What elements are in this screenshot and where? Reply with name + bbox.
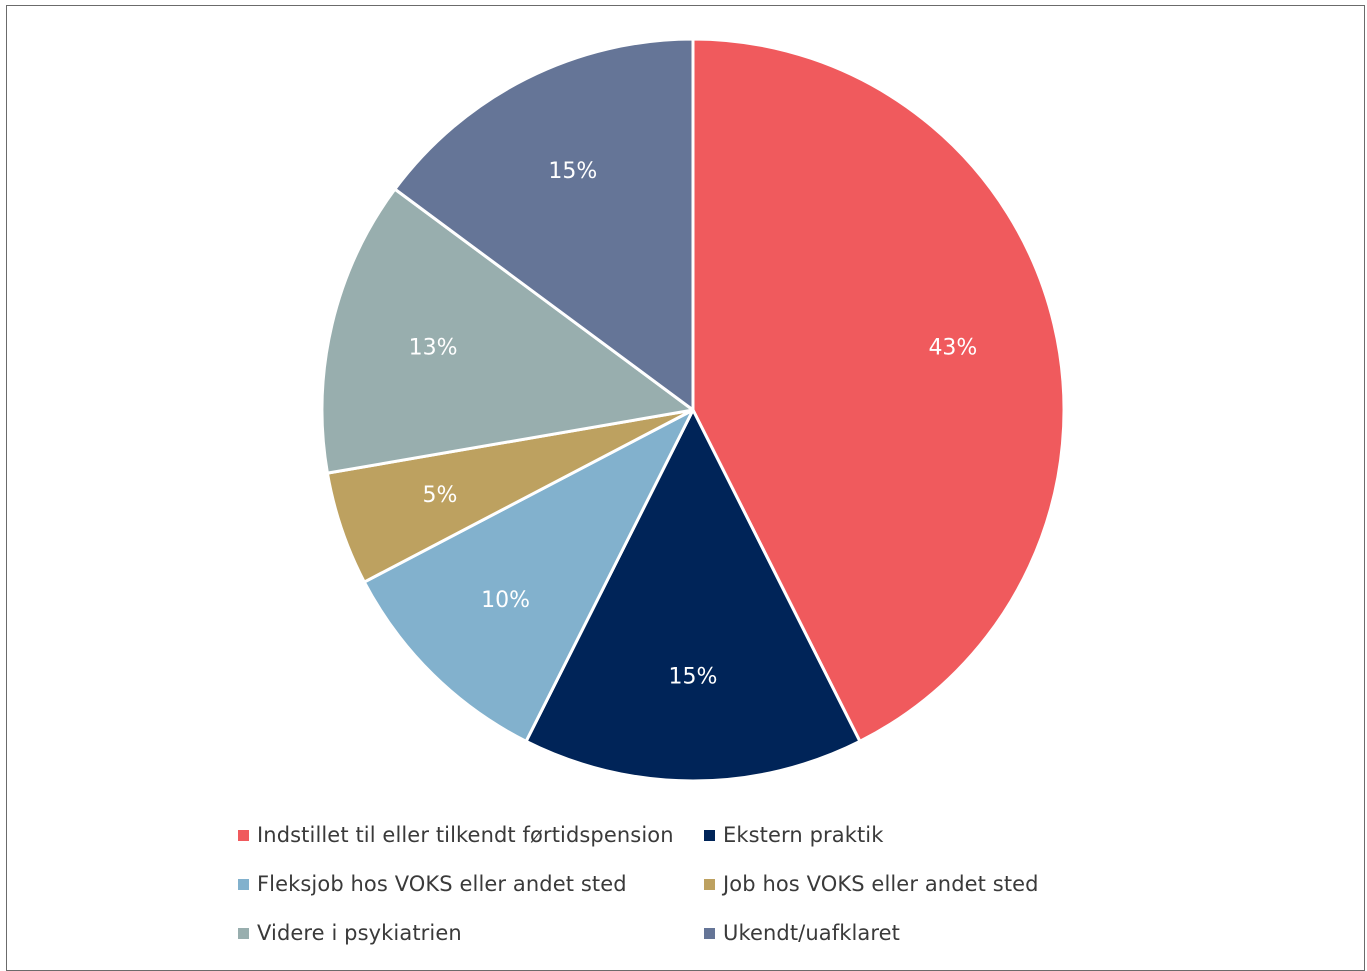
pie-slices (320, 37, 1066, 783)
legend-item-fleksjob[interactable]: Fleksjob hos VOKS eller andet sted (238, 872, 627, 896)
pie-slice-6[interactable] (393, 37, 695, 412)
legend-swatch (238, 878, 249, 890)
legend-swatch (704, 878, 715, 890)
pie-slice-3[interactable] (362, 408, 695, 743)
legend-item-videre-i-psykiatrien[interactable]: Videre i psykiatrien (238, 921, 462, 945)
data-label-5: 13% (409, 336, 458, 361)
legend-item-job-hos-voks[interactable]: Job hos VOKS eller andet sted (704, 872, 1039, 896)
legend-label: Indstillet til eller tilkendt førtidspen… (257, 823, 674, 847)
legend-label: Ekstern praktik (723, 823, 884, 847)
legend-item-ekstern-praktik[interactable]: Ekstern praktik (704, 823, 884, 847)
legend-label: Ukendt/uafklaret (723, 921, 901, 945)
legend-label: Job hos VOKS eller andet sted (723, 872, 1039, 896)
data-label-3: 10% (481, 588, 530, 613)
legend-swatch (238, 829, 249, 841)
data-label-1: 43% (928, 336, 977, 361)
pie-slice-labels: 43% 15% 10% 5% 13% 15% (409, 159, 978, 690)
data-label-4: 5% (423, 483, 458, 508)
legend-label: Fleksjob hos VOKS eller andet sted (257, 872, 627, 896)
legend-swatch (704, 829, 715, 841)
legend-swatch (704, 927, 715, 939)
legend-label: Videre i psykiatrien (257, 921, 462, 945)
data-label-2: 15% (669, 665, 718, 690)
pie-slice-1[interactable] (691, 37, 1066, 743)
data-label-6: 15% (548, 159, 597, 184)
legend-item-fortidspension[interactable]: Indstillet til eller tilkendt førtidspen… (238, 823, 674, 847)
pie-slice-5[interactable] (320, 187, 695, 475)
legend-item-ukendt[interactable]: Ukendt/uafklaret (704, 921, 900, 945)
legend-swatch (238, 927, 249, 939)
pie-slice-2[interactable] (524, 408, 862, 783)
